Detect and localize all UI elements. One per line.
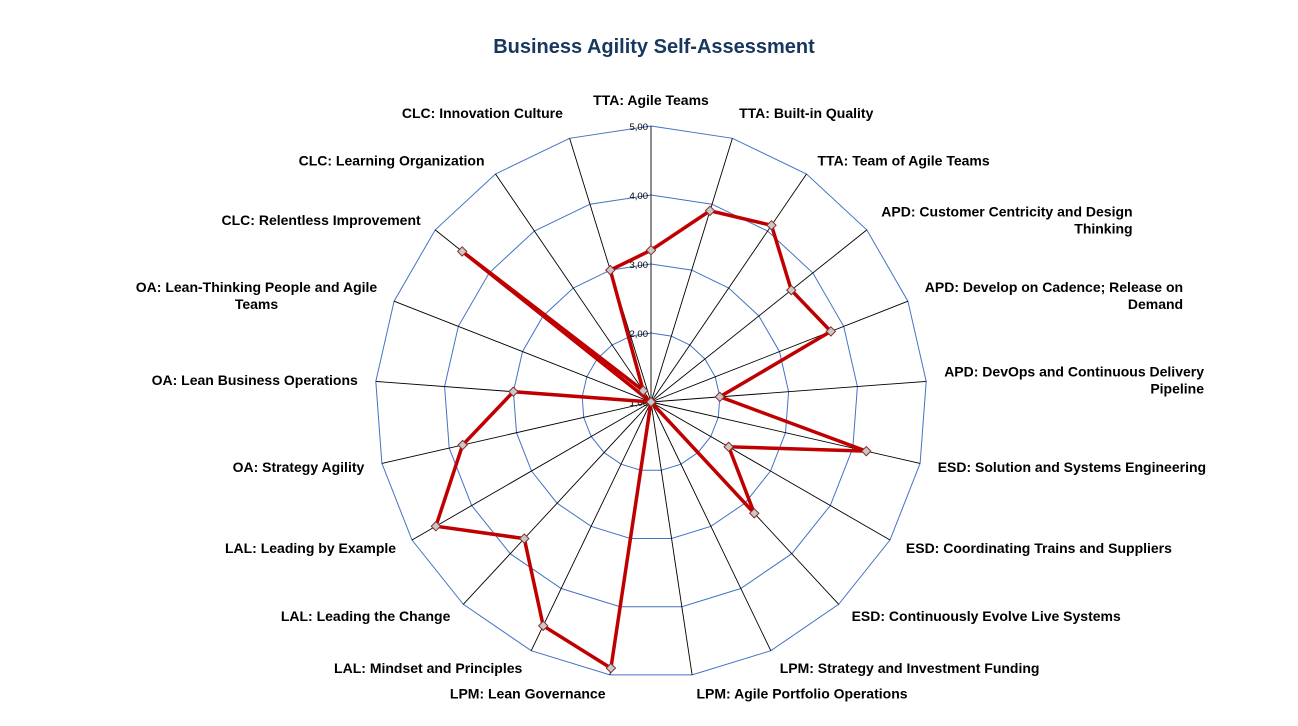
category-label: LAL: Leading by Example [225, 540, 396, 556]
category-label: LPM: Agile Portfolio Operations [697, 686, 908, 702]
chart-title: Business Agility Self-Assessment [493, 36, 815, 58]
category-label: OA: Strategy Agility [233, 459, 365, 475]
category-label: APD: Develop on Cadence; Release on Deman… [925, 279, 1183, 312]
axis-spoke [650, 229, 868, 403]
axis-spoke [650, 300, 909, 403]
data-point-marker [637, 385, 649, 396]
tick-label: 3,00 [630, 260, 649, 271]
axis-spoke [495, 173, 652, 403]
category-label: TTA: Agile Teams [593, 92, 709, 108]
category-label: OA: Lean Business Operations [152, 372, 358, 388]
data-point-marker [605, 264, 616, 276]
axis-spoke [650, 138, 733, 403]
data-point-marker [508, 386, 519, 397]
data-point-marker [825, 326, 837, 337]
axis-spoke [650, 401, 693, 675]
category-label: CLC: Relentless Improvement [222, 212, 421, 228]
category-label: APD: DevOps and Continuous Delivery Pipel… [944, 364, 1204, 397]
data-point-marker [860, 445, 872, 457]
category-label: ESD: Continuously Evolve Live Systems [852, 608, 1121, 624]
data-point-marker [785, 284, 797, 296]
category-label: APD: Customer Centricity and Design Think… [881, 203, 1132, 236]
category-label: CLC: Innovation Culture [402, 105, 563, 121]
category-label: TTA: Team of Agile Teams [818, 153, 990, 169]
axis-spoke [650, 380, 927, 403]
tick-label: 4,00 [630, 191, 649, 202]
tick-label: 1,00 [630, 398, 649, 409]
axis-spoke [411, 401, 652, 541]
grid-ring [581, 332, 721, 471]
category-label: LPM: Lean Governance [450, 686, 606, 702]
category-label: LPM: Strategy and Investment Funding [780, 660, 1040, 676]
data-point-marker [714, 391, 726, 403]
data-point-marker [704, 205, 716, 217]
data-point-marker [518, 533, 530, 544]
data-point-marker [748, 507, 760, 519]
axis-spoke [381, 401, 652, 464]
category-label: CLC: Learning Organization [299, 153, 485, 169]
data-point-marker [430, 520, 442, 532]
data-point-marker [457, 439, 468, 451]
axis-spoke [650, 401, 921, 464]
axis-spoke [650, 173, 807, 403]
grid-ring [375, 125, 927, 676]
category-label: TTA: Built-in Quality [739, 105, 873, 121]
grid-ring [512, 263, 790, 539]
data-point-marker [537, 620, 549, 632]
category-label: OA: Lean-Thinking People and Agile Teams [136, 279, 378, 312]
axis-spoke [393, 300, 652, 403]
data-point-marker [766, 219, 777, 231]
tick-label: 5,00 [630, 122, 649, 133]
tick-label: 2,00 [630, 329, 649, 340]
category-label: LAL: Mindset and Principles [334, 660, 522, 676]
category-label: ESD: Coordinating Trains and Suppliers [906, 540, 1172, 556]
data-point-marker [645, 396, 657, 408]
data-point-marker [645, 244, 657, 256]
category-label: ESD: Solution and Systems Engineering [938, 459, 1206, 475]
axis-spoke [650, 401, 772, 651]
axis-spoke [650, 401, 891, 541]
data-point-marker [456, 246, 468, 257]
grid-ring [444, 194, 858, 608]
data-point-marker [605, 662, 617, 674]
data-point-marker [723, 441, 734, 453]
axis-spoke [462, 401, 652, 605]
category-label: LAL: Leading the Change [281, 608, 451, 624]
axis-spoke [530, 401, 652, 651]
